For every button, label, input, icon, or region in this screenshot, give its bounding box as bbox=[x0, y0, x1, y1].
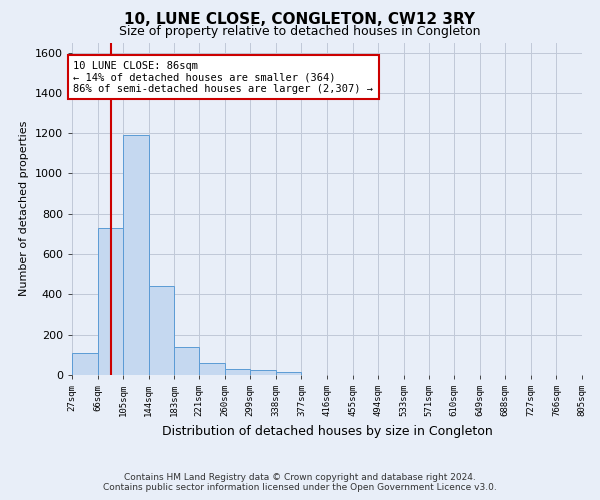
Text: 10, LUNE CLOSE, CONGLETON, CW12 3RY: 10, LUNE CLOSE, CONGLETON, CW12 3RY bbox=[125, 12, 476, 28]
Bar bbox=[123, 135, 149, 375]
Bar bbox=[199, 363, 225, 375]
Bar bbox=[149, 286, 174, 375]
Bar bbox=[98, 228, 123, 375]
Y-axis label: Number of detached properties: Number of detached properties bbox=[19, 121, 29, 296]
Bar bbox=[276, 372, 301, 375]
Text: 10 LUNE CLOSE: 86sqm
← 14% of detached houses are smaller (364)
86% of semi-deta: 10 LUNE CLOSE: 86sqm ← 14% of detached h… bbox=[73, 60, 373, 94]
Text: Contains HM Land Registry data © Crown copyright and database right 2024.
Contai: Contains HM Land Registry data © Crown c… bbox=[103, 473, 497, 492]
Bar bbox=[250, 370, 276, 375]
X-axis label: Distribution of detached houses by size in Congleton: Distribution of detached houses by size … bbox=[161, 424, 493, 438]
Text: Size of property relative to detached houses in Congleton: Size of property relative to detached ho… bbox=[119, 25, 481, 38]
Bar bbox=[72, 353, 98, 375]
Bar bbox=[174, 347, 199, 375]
Bar bbox=[225, 369, 250, 375]
